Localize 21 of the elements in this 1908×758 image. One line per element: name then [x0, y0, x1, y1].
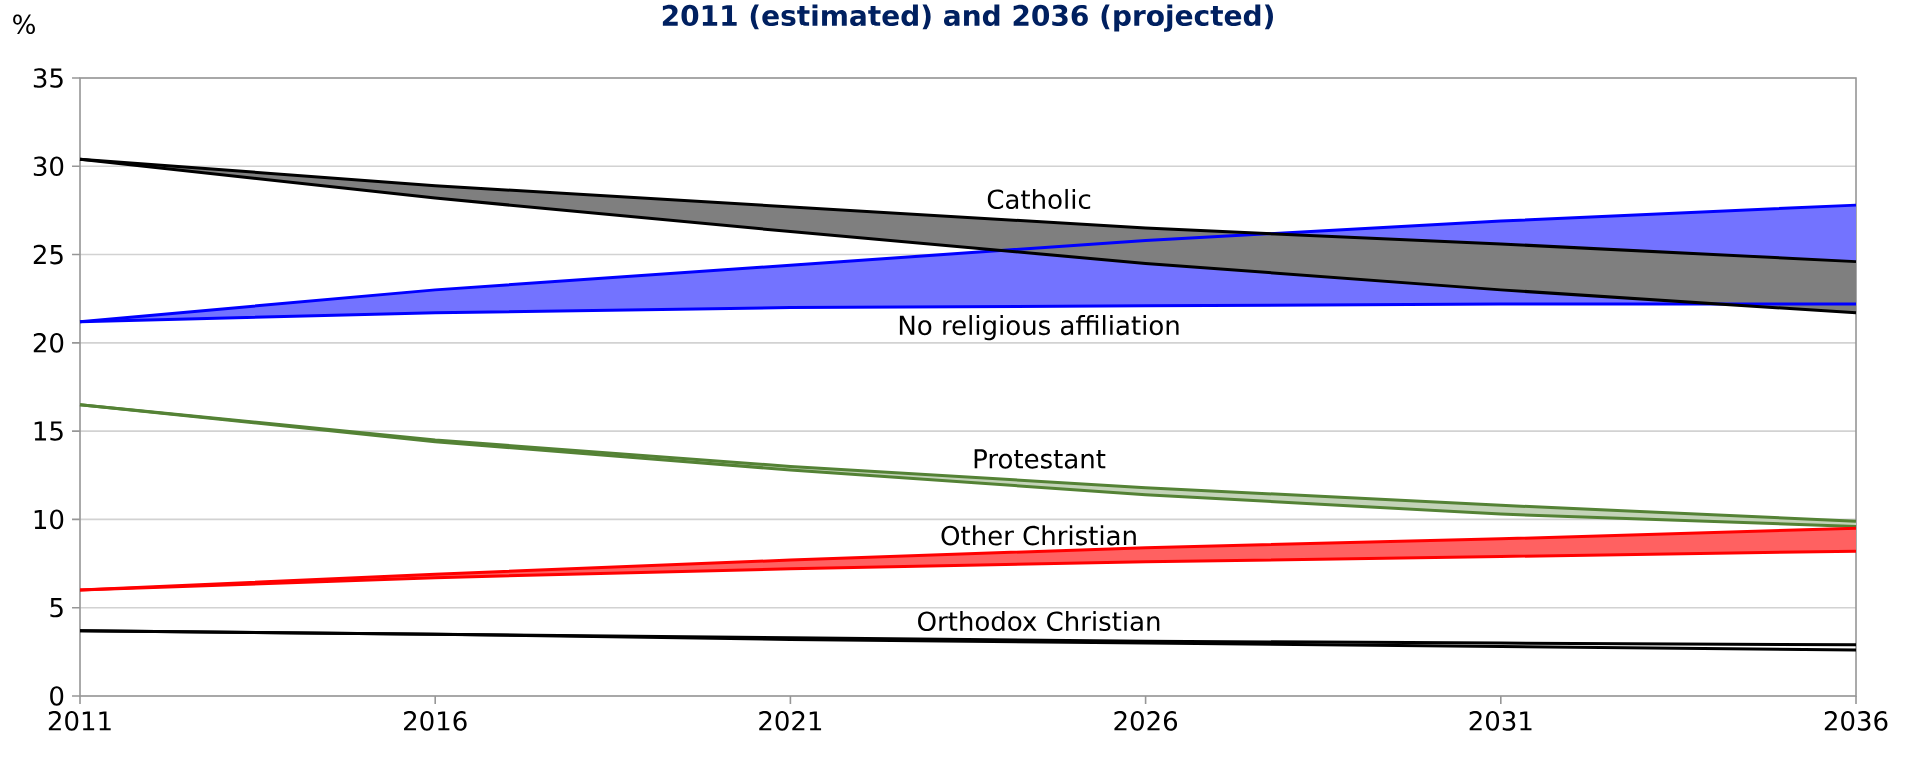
- series-label: Catholic: [987, 188, 1091, 210]
- y-tick-label: 25: [33, 244, 63, 265]
- y-tick-label: 20: [33, 333, 64, 353]
- y-tick-label: 30: [33, 156, 64, 177]
- series-label: Orthodox Christian: [918, 610, 1160, 632]
- series-label: Other Christian: [941, 525, 1136, 546]
- x-tick-label: 2021: [759, 711, 822, 731]
- y-axis-title: %: [13, 14, 35, 35]
- x-tick-label: 2011: [48, 711, 111, 731]
- chart-title: 2011 (estimated) and 2036 (projected): [662, 4, 1273, 32]
- x-tick-label: 2016: [404, 711, 467, 731]
- y-tick-label: 5: [50, 598, 63, 618]
- y-tick-label: 0: [50, 686, 64, 706]
- x-tick-label: 2036: [1824, 711, 1888, 731]
- y-tick-label: 35: [33, 68, 63, 88]
- x-tick-label: 2026: [1114, 711, 1178, 731]
- y-tick-label: 15: [34, 421, 63, 441]
- series-label: Protestant: [974, 449, 1106, 469]
- y-tick-label: 10: [34, 509, 64, 530]
- series-label: No religious affiliation: [899, 315, 1179, 341]
- x-tick-label: 2031: [1469, 711, 1532, 731]
